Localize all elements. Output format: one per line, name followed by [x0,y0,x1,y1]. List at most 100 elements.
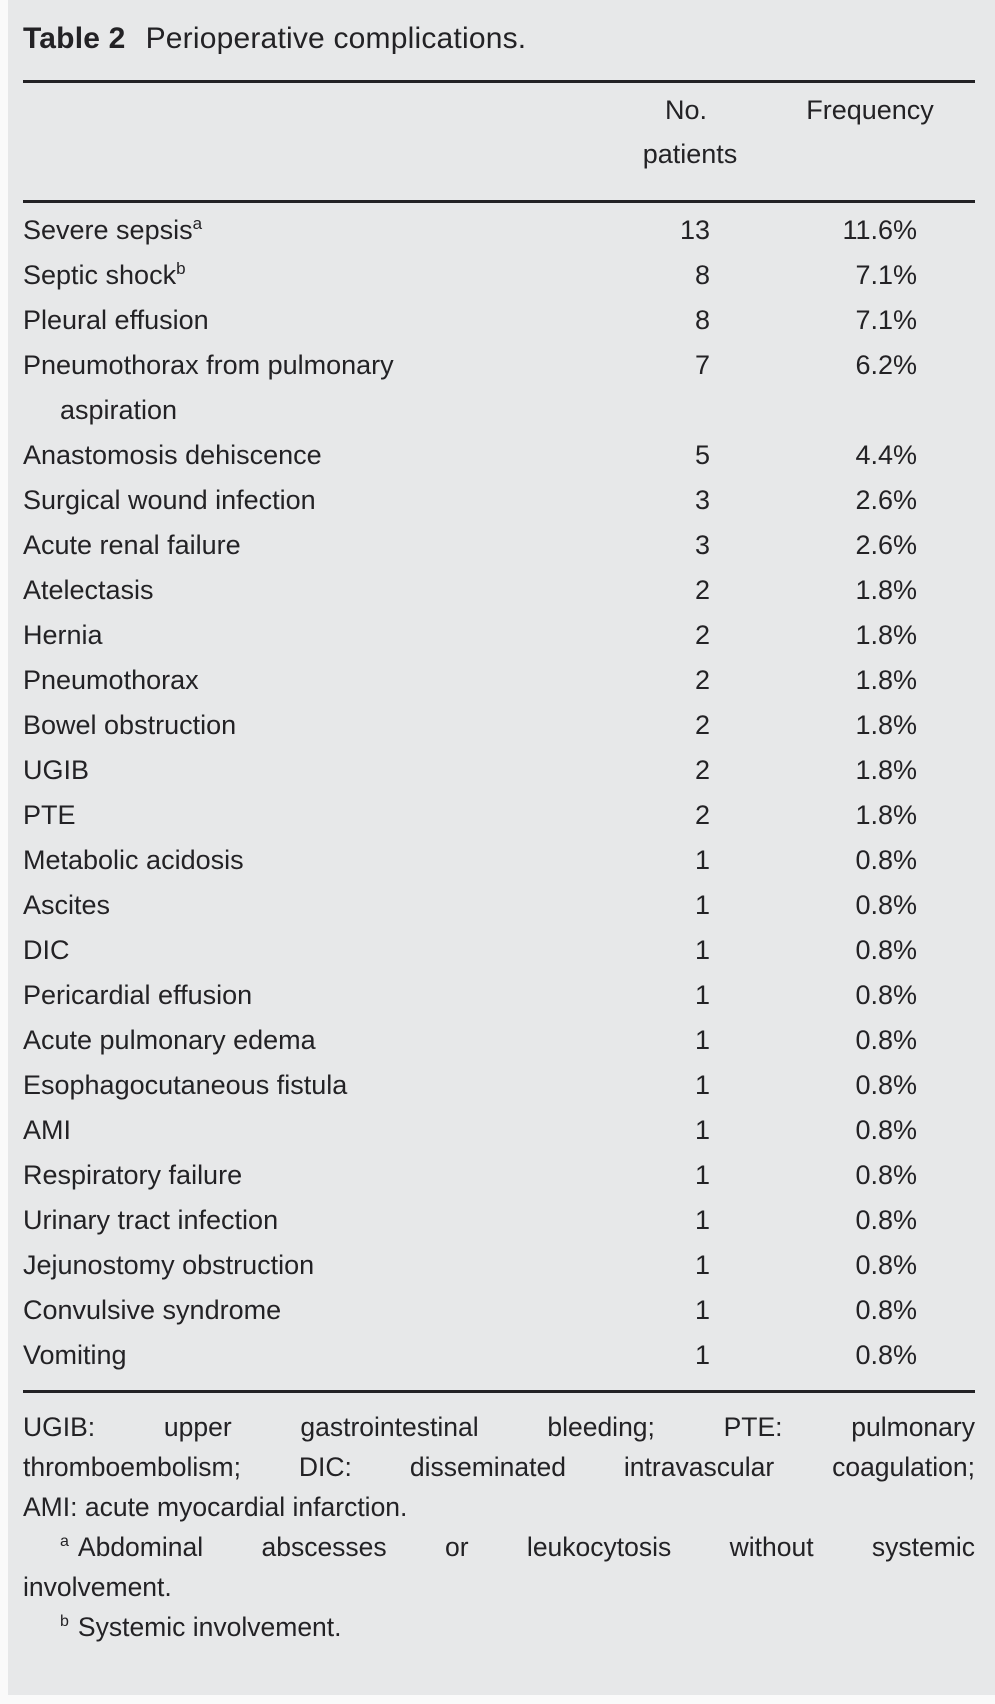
complication-name-wrap: aspiration [60,395,178,425]
footnote-line: involvement. [23,1572,172,1602]
cell-frequency: 0.8% [855,1025,917,1055]
cell-frequency: 0.8% [855,1205,917,1235]
cell-no-patients: 1 [694,890,710,920]
cell-complication: Metabolic acidosis [23,838,580,883]
footnote-line: thromboembolism; DIC: disseminated intra… [23,1452,975,1482]
cell-no-patients: 1 [694,1295,710,1325]
cell-complication: PTE [23,793,580,838]
cell-complication: Severe sepsisa [23,208,580,253]
cell-frequency: 4.4% [855,440,917,470]
complication-name: Acute renal failure [23,530,241,560]
cell-complication: Septic shockb [23,253,580,298]
table-row: Convulsive syndrome 1 0.8% [23,1288,975,1333]
cell-no-patients: 5 [694,440,710,470]
cell-complication: DIC [23,928,580,973]
complication-name: Pneumothorax [23,665,199,695]
cell-frequency: 2.6% [855,485,917,515]
cell-frequency: 7.1% [855,260,917,290]
complication-name: Acute pulmonary edema [23,1025,316,1055]
table-row: Pleural effusion 8 7.1% [23,298,975,343]
cell-frequency: 0.8% [855,845,917,875]
complication-name: Metabolic acidosis [23,845,244,875]
cell-no-patients: 13 [679,215,710,245]
cell-no-patients: 8 [694,260,710,290]
footnote-line: a Abdominal abscesses or leukocytosis wit… [23,1527,975,1567]
cell-no-patients: 1 [694,1340,710,1370]
cell-complication: Surgical wound infection [23,478,580,523]
table-row: Anastomosis dehiscence 5 4.4% [23,433,975,478]
cell-complication: Ascites [23,883,580,928]
cell-no-patients: 1 [694,1115,710,1145]
complication-name: Jejunostomy obstruction [23,1250,315,1280]
table-title: Table 2 Perioperative complications. [23,22,975,56]
complication-name: Pneumothorax from pulmonary [23,350,394,380]
cell-frequency: 1.8% [855,800,917,830]
cell-frequency: 1.8% [855,575,917,605]
cell-no-patients: 3 [694,485,710,515]
table-row: Respiratory failure 1 0.8% [23,1153,975,1198]
column-header-no: No. [664,95,708,125]
cell-frequency: 0.8% [855,890,917,920]
top-rule [23,80,975,83]
table-row: Hernia 2 1.8% [23,613,975,658]
cell-frequency: 0.8% [855,1070,917,1100]
complication-superscript: b [176,259,186,278]
cell-no-patients: 2 [694,800,710,830]
cell-complication: Atelectasis [23,568,580,613]
table-row: Jejunostomy obstruction 1 0.8% [23,1243,975,1288]
complication-superscript: a [192,214,203,233]
complication-name: Anastomosis dehiscence [23,440,322,470]
table-panel: Table 2 Perioperative complications. No. … [8,0,995,1695]
cell-frequency: 0.8% [855,1295,917,1325]
cell-frequency: 6.2% [855,350,917,380]
table-row: Esophagocutaneous fistula 1 0.8% [23,1063,975,1108]
complication-name: Ascites [23,890,111,920]
cell-no-patients: 2 [694,755,710,785]
cell-no-patients: 1 [694,1070,710,1100]
cell-frequency: 0.8% [855,1115,917,1145]
table-body: Severe sepsisa 13 11.6% Septic shockb 8 … [23,203,975,1390]
footnote-b: b Systemic involvement. [23,1607,975,1647]
cell-complication: Acute pulmonary edema [23,1018,580,1063]
bottom-rule [23,1390,975,1393]
cell-no-patients: 2 [694,710,710,740]
cell-no-patients: 2 [694,575,710,605]
cell-complication: Respiratory failure [23,1153,580,1198]
cell-frequency: 7.1% [855,305,917,335]
cell-complication: Pleural effusion [23,298,580,343]
cell-complication: Convulsive syndrome [23,1288,580,1333]
complication-name: DIC [23,935,70,965]
complication-name: Vomiting [23,1340,127,1370]
cell-complication: Pneumothorax from pulmonary aspiration [23,343,580,433]
table-row: Atelectasis 2 1.8% [23,568,975,613]
cell-complication: Acute renal failure [23,523,580,568]
cell-complication: Hernia [23,613,580,658]
cell-frequency: 1.8% [855,620,917,650]
cell-no-patients: 8 [694,305,710,335]
footnote-abbreviations: UGIB: upper gastrointestinal bleeding; P… [23,1407,975,1527]
cell-frequency: 0.8% [855,935,917,965]
table-row: Pneumothorax from pulmonary aspiration 7 … [23,343,975,433]
cell-frequency: 1.8% [855,755,917,785]
complication-name: Pleural effusion [23,305,209,335]
cell-complication: Anastomosis dehiscence [23,433,580,478]
footnote-marker-a: a [60,1533,69,1551]
table-row: Septic shockb 8 7.1% [23,253,975,298]
footnote-text: Abdominal abscesses or leukocytosis with… [77,1532,975,1562]
footnote-line: UGIB: upper gastrointestinal bleeding; P… [23,1412,975,1442]
cell-complication: Urinary tract infection [23,1198,580,1243]
footnote-line: b Systemic involvement. [23,1607,975,1647]
cell-complication: Esophagocutaneous fistula [23,1063,580,1108]
complication-name: Hernia [23,620,103,650]
table-caption: Perioperative complications. [145,22,527,55]
table-row: Vomiting 1 0.8% [23,1333,975,1378]
cell-complication: Vomiting [23,1333,580,1378]
cell-frequency: 11.6% [842,215,917,245]
header-rule [23,200,975,203]
table-row: Bowel obstruction 2 1.8% [23,703,975,748]
cell-no-patients: 7 [694,350,710,380]
cell-no-patients: 1 [694,935,710,965]
complication-name: Severe sepsis [23,215,193,245]
column-header-patients: patients [642,139,738,169]
